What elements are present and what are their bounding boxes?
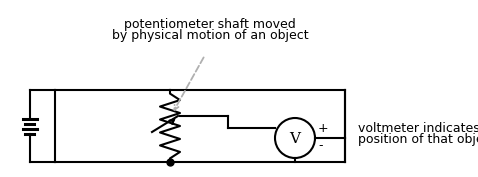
Text: -: -	[318, 139, 323, 153]
Text: by physical motion of an object: by physical motion of an object	[112, 29, 308, 42]
Text: V: V	[290, 132, 301, 146]
Text: position of that object: position of that object	[358, 133, 478, 146]
Text: potentiometer shaft moved: potentiometer shaft moved	[124, 18, 296, 31]
Text: voltmeter indicates: voltmeter indicates	[358, 122, 478, 135]
Text: +: +	[318, 122, 328, 136]
